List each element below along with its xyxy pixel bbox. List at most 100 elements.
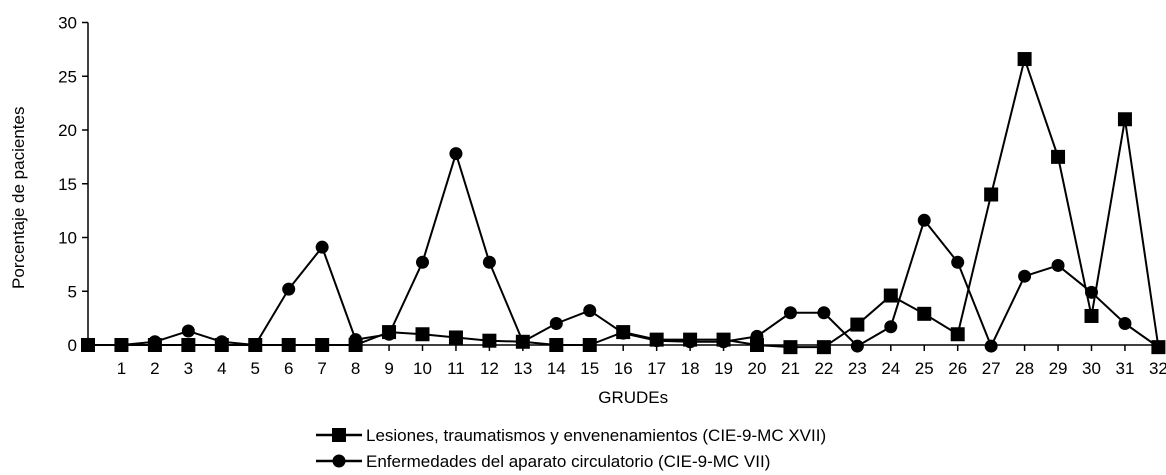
legend-label-circulatorio: Enfermedades del aparato circulatorio (C… [366,452,770,471]
data-point-square [917,306,932,321]
data-point-square [984,187,999,202]
data-point-circle [1151,340,1165,354]
y-axis-ticks: 0 5 10 15 20 25 30 [58,14,88,355]
series-lesiones [81,52,1166,355]
data-point-circle [650,334,664,348]
x-tick-label: 23 [848,359,867,378]
data-point-circle [549,317,563,330]
data-point-square [850,317,865,332]
data-point-circle [1018,269,1032,283]
data-point-square [448,330,463,345]
data-point-circle [416,255,429,269]
data-point-circle [449,147,463,161]
x-tick-label: 20 [748,359,767,378]
legend-marker-circle [332,454,346,468]
data-point-circle [1085,285,1098,299]
x-tick-label: 6 [284,359,293,378]
x-tick-label: 19 [714,359,733,378]
data-point-circle [1118,317,1132,330]
x-tick-label: 24 [881,359,900,378]
data-point-circle [951,255,965,269]
x-tick-label: 18 [681,359,700,378]
y-tick-label: 30 [58,14,77,33]
x-tick-label: 12 [480,359,499,378]
data-point-circle [114,338,128,352]
data-point-square [950,327,965,342]
x-tick-label: 27 [982,359,1001,378]
legend: Lesiones, traumatismos y envenenamientos… [316,426,826,471]
series-line [88,152,1159,348]
data-point-circle [181,324,195,338]
x-tick-label: 14 [547,359,566,378]
data-point-square [1017,52,1032,67]
data-point-circle [917,213,931,227]
data-point-circle [1051,258,1065,272]
data-point-circle [248,338,262,352]
data-point-square [549,338,564,352]
x-tick-label: 22 [814,359,833,378]
x-tick-label: 15 [580,359,599,378]
data-point-square [281,338,296,352]
x-tick-label: 11 [447,359,465,378]
data-point-square [883,288,898,303]
x-tick-label: 28 [1015,359,1034,378]
data-point-square [415,327,430,342]
legend-marker-square [332,428,346,442]
data-point-circle [717,335,731,349]
x-tick-label: 17 [647,359,666,378]
x-tick-label: 5 [251,359,260,378]
series-line [88,58,1160,349]
x-tick-label: 2 [150,359,159,378]
x-tick-label: 31 [1115,359,1134,378]
data-point-square [1117,112,1132,127]
data-point-circle [349,333,363,347]
x-tick-label: 7 [317,359,326,378]
x-axis-ticks: 1 2 3 4 5 6 7 8 9 10 11 12 13 14 15 16 17 18 19 20 21 22 23 24 2… [117,345,1166,378]
x-tick-label: 26 [948,359,967,378]
data-point-square [816,340,831,355]
x-tick-label: 4 [217,359,226,378]
x-axis-label: GRUDEs [598,388,668,407]
data-point-square [582,338,597,352]
x-tick-label: 3 [184,359,193,378]
data-point-square [1051,149,1066,164]
data-point-circle [884,320,898,334]
y-tick-label: 0 [68,336,77,355]
y-tick-label: 5 [68,282,77,301]
data-point-circle [783,306,797,320]
y-axis-label: Porcentaje de pacientes [9,107,28,289]
data-point-circle [984,339,998,353]
data-point-square [783,340,798,355]
data-point-circle [215,335,229,349]
x-tick-label: 29 [1049,359,1068,378]
series-circulatorio [81,147,1165,354]
x-tick-label: 8 [351,359,360,378]
legend-item-lesiones: Lesiones, traumatismos y envenenamientos… [316,426,826,445]
x-tick-label: 16 [614,359,633,378]
y-tick-label: 15 [58,175,77,194]
data-point-circle [282,282,296,296]
data-point-square [1084,308,1099,323]
x-tick-label: 1 [117,359,126,378]
y-tick-label: 20 [58,121,77,140]
data-point-square [315,338,330,352]
data-point-circle [382,327,396,341]
data-point-circle [817,306,831,320]
data-point-square [181,338,196,352]
series-layer [81,52,1166,355]
x-tick-label: 32 [1149,359,1166,378]
x-tick-label: 13 [513,359,532,378]
x-tick-label: 10 [413,359,432,378]
x-tick-label: 25 [915,359,934,378]
legend-label-lesiones: Lesiones, traumatismos y envenenamientos… [366,426,826,445]
data-point-circle [616,326,630,340]
x-tick-label: 21 [781,359,800,378]
axes [87,22,1163,346]
data-point-circle [850,339,864,353]
data-point-circle [516,335,530,349]
data-point-circle [583,304,597,318]
data-point-circle [750,329,764,343]
data-point-circle [148,335,162,349]
data-point-circle [683,335,697,349]
